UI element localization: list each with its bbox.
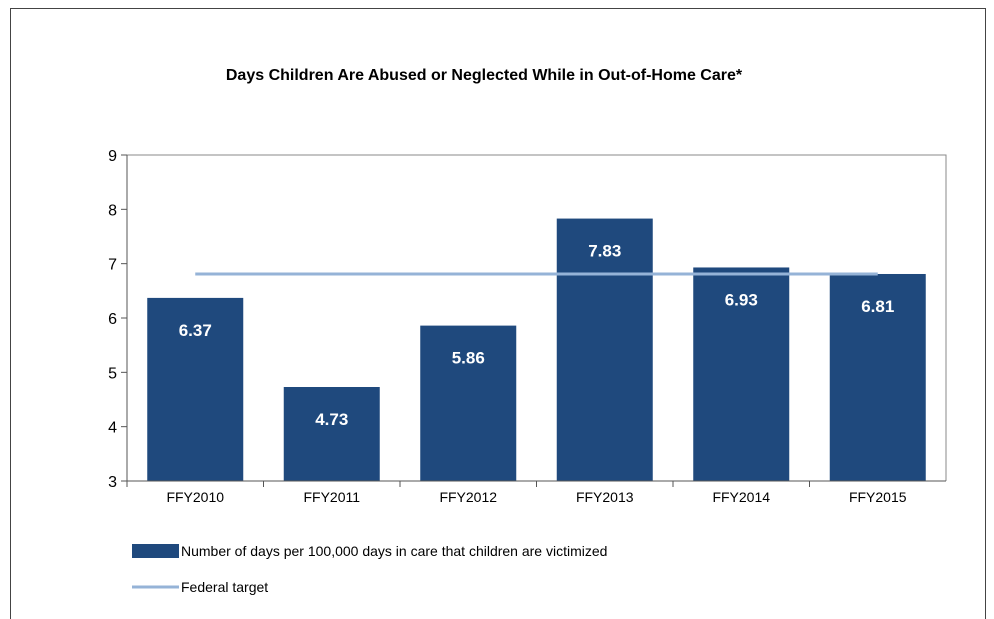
legend-bar-label: Number of days per 100,000 days in care …: [181, 543, 607, 559]
chart-frame: [10, 8, 986, 619]
x-tick-label: FFY2015: [849, 489, 907, 505]
x-tick-label: FFY2010: [166, 489, 224, 505]
plot-area: 3 4 5 6 7 8 9 6.37 4.73 5.86 7.83 6.93 6.81 FFY2010 FF…: [108, 148, 947, 505]
data-label: 6.37: [179, 321, 212, 340]
x-tick-label: FFY2014: [712, 489, 770, 505]
bar: [693, 267, 790, 481]
x-tick-label: FFY2011: [303, 489, 360, 505]
y-tick-label: 7: [108, 257, 117, 274]
x-tick-label: FFY2013: [576, 489, 634, 505]
bar: [283, 387, 380, 481]
y-tick-label: 4: [108, 420, 117, 437]
y-tick-label: 5: [108, 365, 117, 382]
bar: [420, 325, 517, 481]
data-label: 7.83: [588, 242, 621, 261]
y-tick-label: 6: [108, 311, 117, 328]
data-label: 6.81: [861, 297, 894, 316]
data-label: 6.93: [725, 290, 758, 309]
y-tick-label: 8: [108, 202, 117, 219]
bar: [556, 218, 653, 481]
chart-title: Days Children Are Abused or Neglected Wh…: [226, 67, 743, 84]
data-label: 4.73: [315, 410, 348, 429]
y-tick-label: 9: [108, 148, 117, 165]
x-tick-label: FFY2012: [439, 489, 497, 505]
bar: [147, 297, 244, 481]
bar: [829, 273, 926, 481]
y-tick-label: 3: [108, 474, 117, 491]
plot-border: [127, 154, 947, 481]
legend: Number of days per 100,000 days in care …: [132, 543, 607, 595]
data-label: 5.86: [452, 349, 485, 368]
legend-line-label: Federal target: [181, 579, 268, 595]
legend-bar-swatch: [132, 544, 179, 558]
